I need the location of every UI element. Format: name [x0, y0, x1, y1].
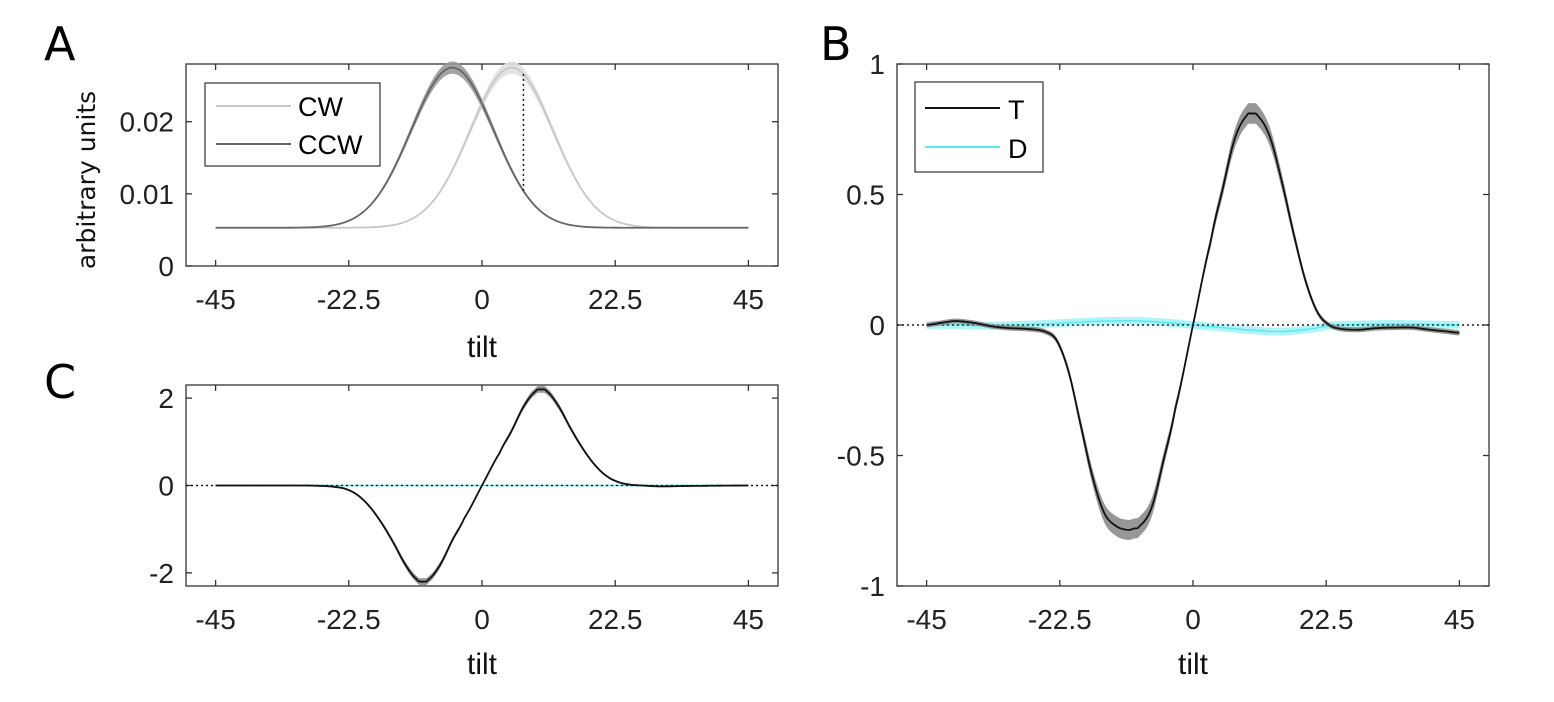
x-tick-label-a: -22.5: [317, 284, 381, 315]
line-t-c: [215, 388, 749, 583]
x-tick-label-b: 22.5: [1299, 604, 1354, 635]
panel-b-legend: T D: [914, 81, 1044, 173]
y-tick-label-c: 0: [158, 471, 174, 502]
y-tick-label-b: 0: [869, 310, 885, 341]
panel-label-c: C: [44, 355, 76, 409]
y-tick-label-b: -1: [860, 571, 885, 602]
legend-label-d: D: [1008, 134, 1028, 164]
x-tick-label-c: -22.5: [317, 604, 381, 635]
x-tick-label-b: 45: [1444, 604, 1475, 635]
panel-c: -45 -22.5 0 22.5 45 -2 0 2: [149, 383, 779, 635]
x-tick-label-c: 45: [733, 604, 764, 635]
y-tick-label-c: 2: [158, 383, 174, 414]
panel-a-xlabel: tilt: [467, 331, 498, 364]
y-tick-label-a: 0.02: [120, 107, 175, 138]
x-tick-label-a: 45: [733, 284, 764, 315]
y-tick-label-b: 0.5: [846, 180, 885, 211]
panel-a-legend: CW CCW: [204, 82, 381, 167]
panel-label-a: A: [44, 17, 76, 71]
x-tick-label-c: 0: [474, 604, 490, 635]
legend-label-t: T: [1008, 95, 1025, 125]
y-tick-label-b: 1: [869, 49, 885, 80]
y-tick-label-a: 0.01: [120, 179, 175, 210]
x-tick-label-a: 22.5: [588, 284, 643, 315]
x-tick-label-a: -45: [195, 284, 235, 315]
panel-a-ylabel: arbitrary units: [72, 91, 101, 269]
panel-b-xlabel: tilt: [1178, 648, 1209, 681]
line-ccw: [215, 66, 749, 229]
legend-box: [204, 82, 381, 167]
x-tick-label-a: 0: [474, 284, 490, 315]
legend-box: [914, 81, 1044, 173]
x-tick-label-b: -45: [906, 604, 946, 635]
x-tick-label-b: -22.5: [1028, 604, 1092, 635]
y-tick-label-b: -0.5: [837, 441, 885, 472]
y-tick-label-a: 0: [158, 251, 174, 282]
legend-label-cw: CW: [298, 92, 343, 122]
line-t-b: [926, 112, 1460, 531]
panel-c-xlabel: tilt: [467, 648, 498, 681]
x-tick-label-b: 0: [1185, 604, 1201, 635]
x-tick-label-c: 22.5: [588, 604, 643, 635]
panel-label-b: B: [820, 17, 852, 71]
y-tick-label-c: -2: [149, 558, 174, 589]
legend-label-ccw: CCW: [298, 130, 363, 160]
x-tick-label-c: -45: [195, 604, 235, 635]
